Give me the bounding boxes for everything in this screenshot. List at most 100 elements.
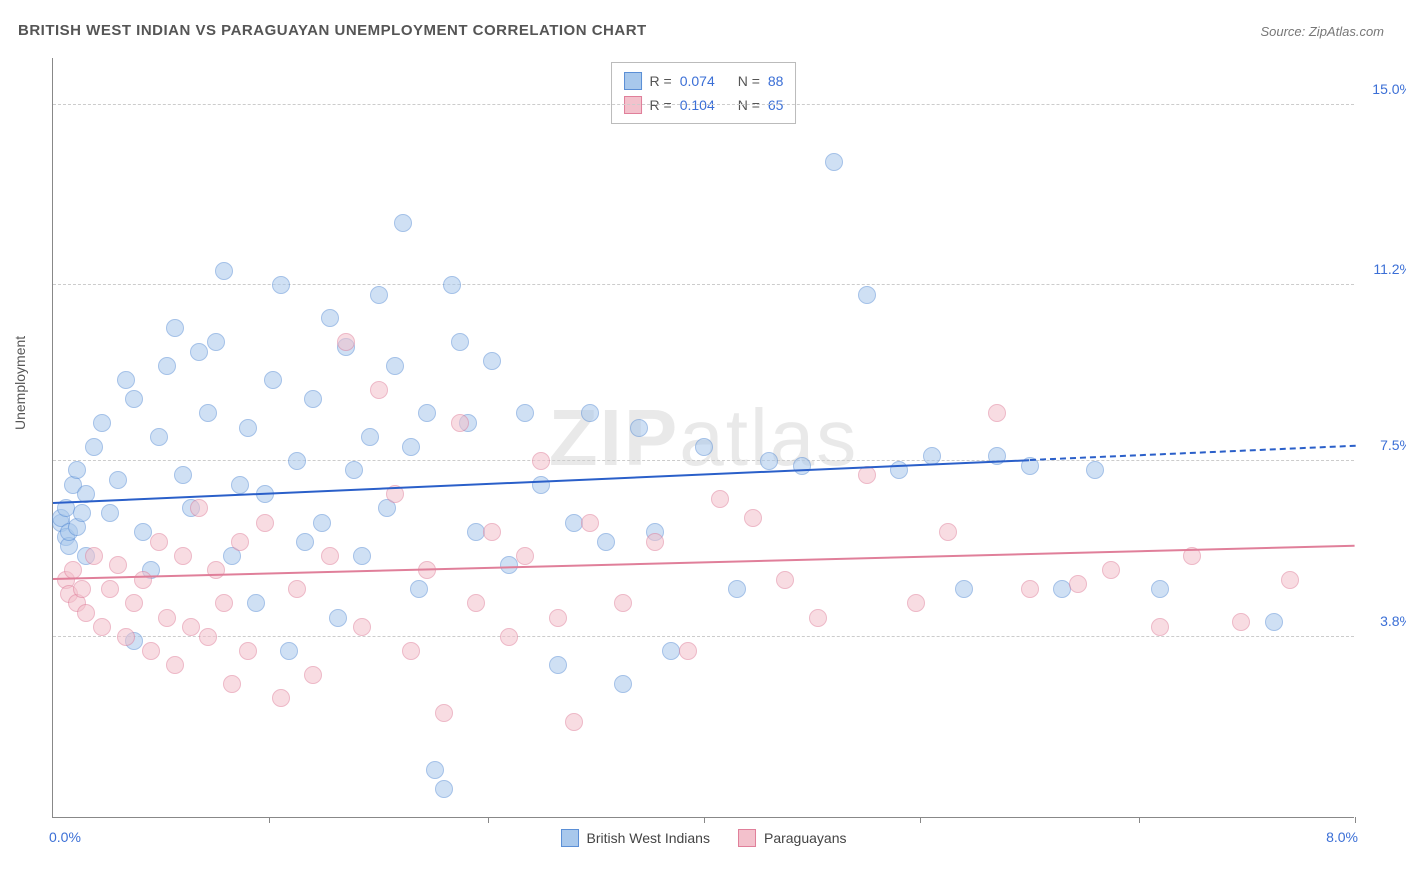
y-tick-label: 7.5% <box>1362 437 1406 453</box>
trend-line <box>53 544 1355 579</box>
scatter-point <box>264 371 282 389</box>
scatter-point <box>280 642 298 660</box>
scatter-point <box>451 333 469 351</box>
scatter-point <box>288 580 306 598</box>
scatter-point <box>386 357 404 375</box>
scatter-point <box>394 214 412 232</box>
scatter-point <box>223 675 241 693</box>
gridline <box>53 104 1354 105</box>
scatter-point <box>760 452 778 470</box>
source-attribution: Source: ZipAtlas.com <box>1260 24 1384 39</box>
scatter-point <box>695 438 713 456</box>
scatter-point <box>190 499 208 517</box>
scatter-point <box>199 628 217 646</box>
y-tick-label: 15.0% <box>1362 81 1406 97</box>
legend-swatch <box>624 96 642 114</box>
scatter-point <box>402 642 420 660</box>
scatter-point <box>1151 580 1169 598</box>
series-name: British West Indians <box>587 830 710 846</box>
legend-n-value: 65 <box>768 97 784 113</box>
scatter-point <box>630 419 648 437</box>
scatter-point <box>565 713 583 731</box>
scatter-point <box>231 476 249 494</box>
scatter-point <box>907 594 925 612</box>
scatter-point <box>288 452 306 470</box>
legend-row: R = 0.104 N = 65 <box>624 93 784 117</box>
scatter-point <box>532 452 550 470</box>
scatter-point <box>809 609 827 627</box>
scatter-point <box>858 466 876 484</box>
legend-swatch <box>738 829 756 847</box>
scatter-point <box>776 571 794 589</box>
scatter-point <box>256 514 274 532</box>
scatter-point <box>793 457 811 475</box>
legend-r-label: R = <box>650 73 672 89</box>
legend-swatch <box>624 72 642 90</box>
scatter-point <box>435 704 453 722</box>
scatter-point <box>85 438 103 456</box>
scatter-point <box>77 604 95 622</box>
scatter-point <box>150 533 168 551</box>
scatter-point <box>158 357 176 375</box>
scatter-point <box>549 656 567 674</box>
scatter-point <box>239 642 257 660</box>
scatter-point <box>329 609 347 627</box>
scatter-point <box>142 642 160 660</box>
scatter-point <box>825 153 843 171</box>
series-legend-item: British West Indians <box>561 829 710 847</box>
legend-r-label: R = <box>650 97 672 113</box>
scatter-point <box>304 390 322 408</box>
scatter-point <box>158 609 176 627</box>
scatter-point <box>150 428 168 446</box>
scatter-point <box>711 490 729 508</box>
scatter-point <box>166 656 184 674</box>
scatter-point <box>109 556 127 574</box>
scatter-point <box>443 276 461 294</box>
scatter-point <box>435 780 453 798</box>
scatter-point <box>402 438 420 456</box>
scatter-point <box>1102 561 1120 579</box>
scatter-point <box>313 514 331 532</box>
legend-row: R =0.074N =88 <box>624 69 784 93</box>
scatter-point <box>467 594 485 612</box>
x-tick <box>704 817 705 823</box>
scatter-point <box>190 343 208 361</box>
gridline <box>53 284 1354 285</box>
legend-r-value: 0.104 <box>680 97 730 113</box>
scatter-point <box>125 594 143 612</box>
scatter-point <box>410 580 428 598</box>
legend-n-label: N = <box>738 73 760 89</box>
scatter-point <box>134 571 152 589</box>
scatter-point <box>101 504 119 522</box>
scatter-point <box>101 580 119 598</box>
scatter-point <box>1151 618 1169 636</box>
scatter-point <box>1281 571 1299 589</box>
scatter-point <box>166 319 184 337</box>
x-tick <box>1355 817 1356 823</box>
scatter-point <box>679 642 697 660</box>
legend-swatch <box>561 829 579 847</box>
scatter-point <box>239 419 257 437</box>
scatter-point <box>231 533 249 551</box>
scatter-point <box>1265 613 1283 631</box>
x-tick <box>1139 817 1140 823</box>
scatter-point <box>272 689 290 707</box>
scatter-point <box>483 523 501 541</box>
scatter-point <box>955 580 973 598</box>
scatter-point <box>272 276 290 294</box>
legend-r-value: 0.074 <box>680 73 730 89</box>
scatter-point <box>532 476 550 494</box>
x-tick <box>269 817 270 823</box>
scatter-point <box>109 471 127 489</box>
scatter-point <box>321 547 339 565</box>
scatter-point <box>451 414 469 432</box>
scatter-point <box>134 523 152 541</box>
scatter-point <box>304 666 322 684</box>
scatter-point <box>247 594 265 612</box>
legend-n-label: N = <box>738 97 760 113</box>
scatter-point <box>858 286 876 304</box>
scatter-point <box>516 547 534 565</box>
scatter-point <box>549 609 567 627</box>
scatter-point <box>93 618 111 636</box>
scatter-point <box>93 414 111 432</box>
